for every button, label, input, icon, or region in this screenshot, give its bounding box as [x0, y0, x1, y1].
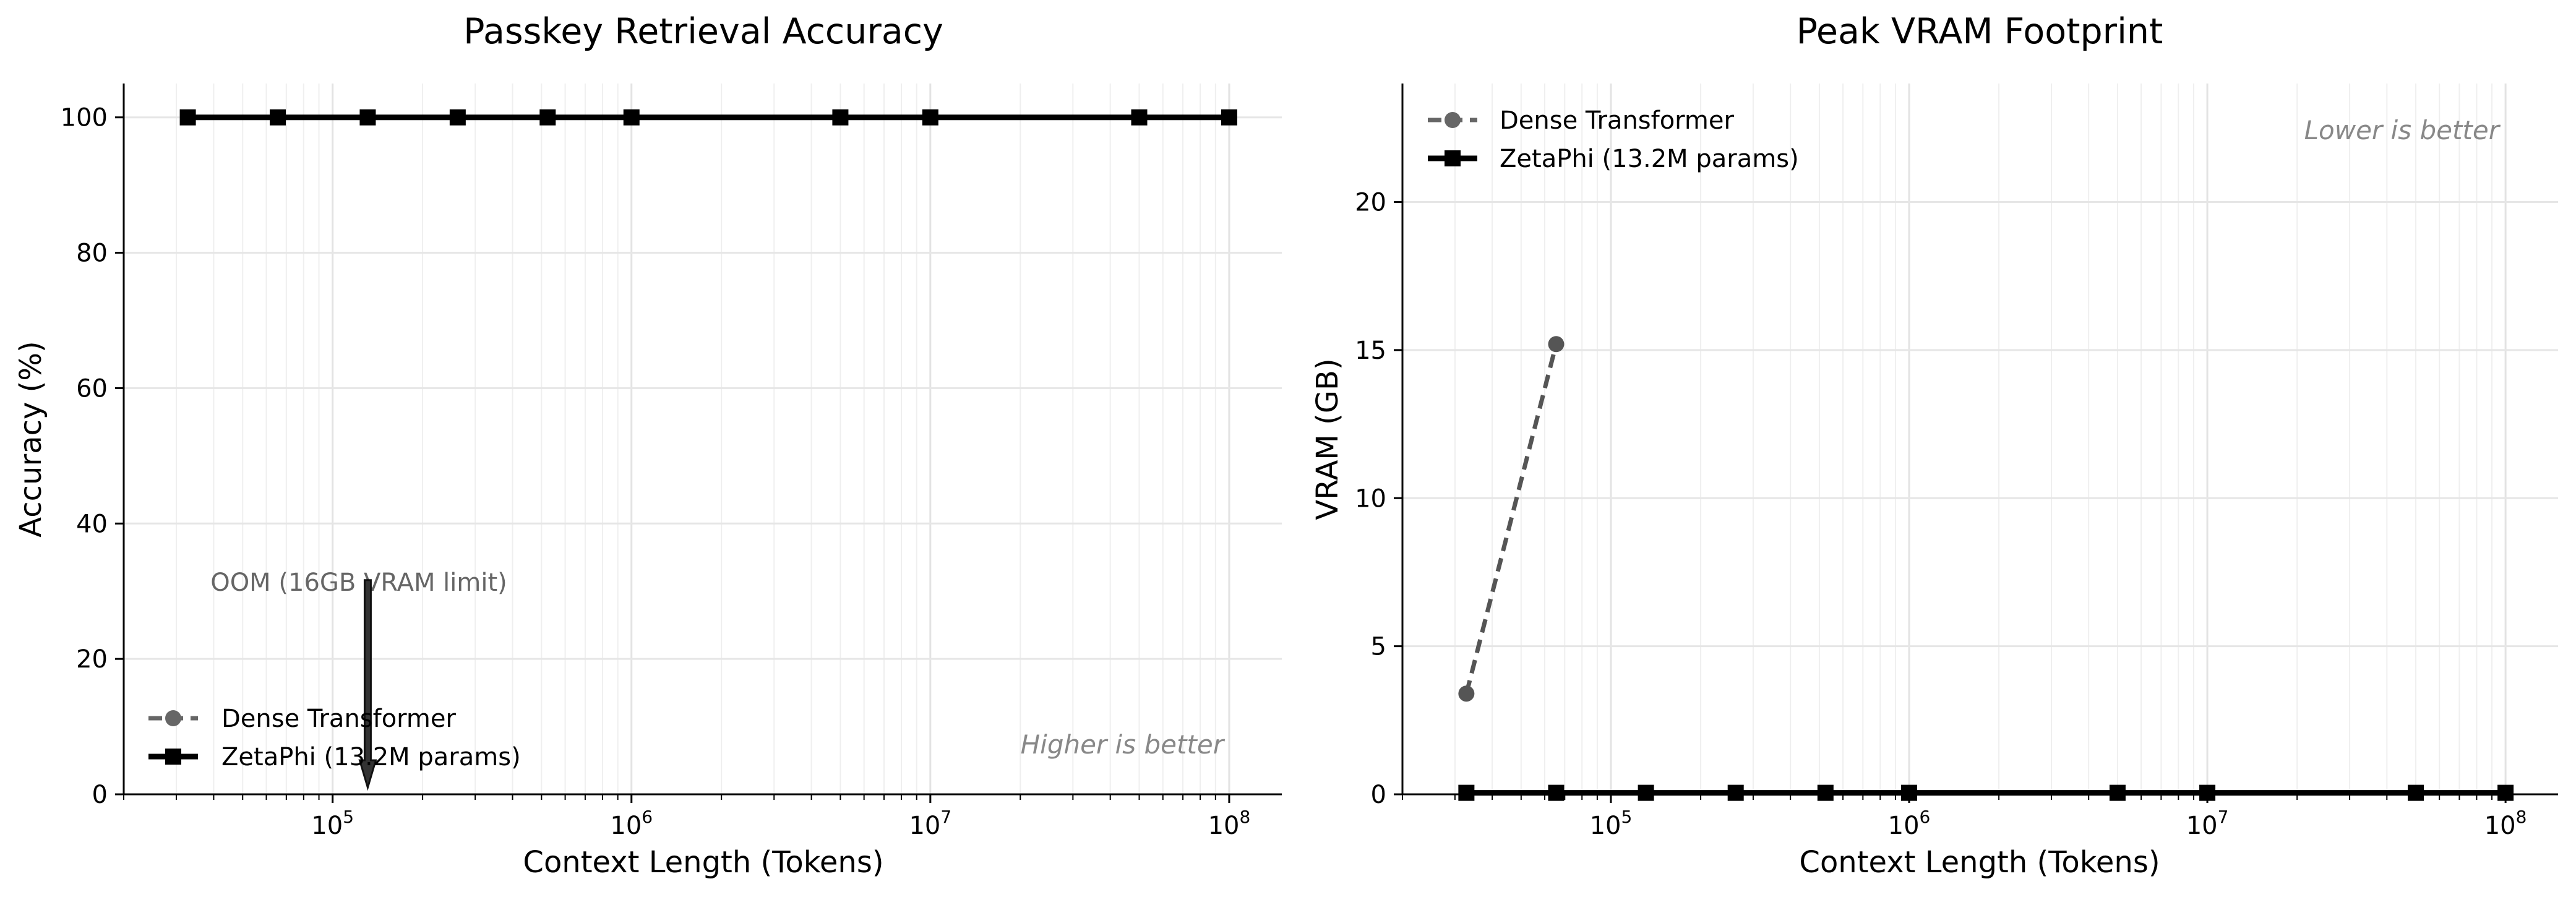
panel-vram: Peak VRAM Footprint Lower is better 0 5 10… — [1310, 11, 2558, 880]
y-tick-label: 60 — [76, 374, 108, 403]
y-tick-label: 20 — [76, 645, 108, 674]
data-point — [1817, 784, 1834, 801]
chart-title: Peak VRAM Footprint — [1797, 11, 2163, 52]
legend: Dense Transformer ZetaPhi (13.2M params) — [1428, 106, 1799, 173]
data-point — [1548, 336, 1565, 353]
x-tick-label: 105 — [1590, 807, 1633, 840]
legend-zetaphi-marker — [1445, 150, 1461, 166]
series-line — [1464, 343, 1558, 695]
x-tick-label: 108 — [1208, 807, 1251, 840]
data-point — [1727, 784, 1744, 801]
data-point — [179, 109, 196, 126]
higher-is-better-note: Higher is better — [1021, 729, 1226, 760]
data-point — [449, 109, 466, 126]
y-tick-label: 15 — [1355, 337, 1386, 365]
y-tick-label: 0 — [1371, 781, 1386, 809]
x-tick-label: 107 — [909, 807, 951, 840]
x-tick-label: 105 — [311, 807, 354, 840]
data-point — [1548, 784, 1565, 801]
legend-zetaphi-label: ZetaPhi (13.2M params) — [1500, 145, 1799, 173]
oom-annotation: OOM (16GB VRAM limit) — [210, 569, 507, 597]
legend-zetaphi-label: ZetaPhi (13.2M params) — [221, 743, 521, 771]
legend-dense-label: Dense Transformer — [1500, 106, 1735, 135]
series-layer — [179, 109, 1237, 126]
data-point — [832, 109, 849, 126]
x-tick-label: 106 — [1888, 807, 1931, 840]
x-tick-label: 108 — [2484, 807, 2527, 840]
y-tick-label: 40 — [76, 510, 108, 538]
axes — [1401, 84, 2558, 796]
data-point — [1638, 784, 1654, 801]
y-tick-label: 10 — [1355, 484, 1386, 513]
legend-dense-marker — [1445, 112, 1461, 128]
tick-layer: 0 20 40 60 80 100 105 106 107 108 — [61, 104, 1251, 840]
legend-dense-marker — [165, 710, 181, 726]
oom-arrow — [358, 579, 377, 791]
y-tick-label: 5 — [1371, 633, 1386, 661]
axes — [122, 84, 1282, 796]
y-tick-label: 80 — [76, 239, 108, 268]
data-point — [922, 109, 938, 126]
series-layer — [1458, 336, 2514, 801]
x-axis-label: Context Length (Tokens) — [523, 845, 883, 880]
annotation-layer: OOM (16GB VRAM limit) Higher is better — [210, 569, 1226, 791]
annotation-layer: Lower is better — [2304, 115, 2501, 145]
data-point — [1221, 109, 1237, 126]
data-point — [270, 109, 286, 126]
y-axis-label: Accuracy (%) — [14, 341, 48, 537]
data-point — [539, 109, 556, 126]
legend: Dense Transformer ZetaPhi (13.2M params) — [148, 705, 521, 771]
data-point — [1458, 685, 1475, 702]
y-tick-label: 100 — [61, 104, 108, 132]
x-tick-label: 107 — [2186, 807, 2229, 840]
data-point — [623, 109, 640, 126]
grid — [123, 84, 1282, 796]
y-axis-label: VRAM (GB) — [1310, 358, 1345, 520]
lower-is-better-note: Lower is better — [2304, 115, 2501, 145]
legend-zetaphi-marker — [165, 749, 181, 765]
y-tick-label: 20 — [1355, 189, 1386, 217]
data-point — [359, 109, 376, 126]
chart-title: Passkey Retrieval Accuracy — [463, 11, 943, 52]
y-tick-label: 0 — [92, 781, 108, 809]
grid — [1402, 84, 2558, 796]
legend-dense-label: Dense Transformer — [221, 705, 457, 733]
x-tick-label: 106 — [610, 807, 653, 840]
panel-accuracy: Passkey Retrieval Accuracy OOM (16GB VRA… — [14, 11, 1282, 880]
x-axis-label: Context Length (Tokens) — [1799, 845, 2160, 880]
data-point — [1458, 784, 1475, 801]
tick-layer: 0 5 10 15 20 105 106 107 108 — [1355, 189, 2527, 841]
data-point — [1131, 109, 1148, 126]
